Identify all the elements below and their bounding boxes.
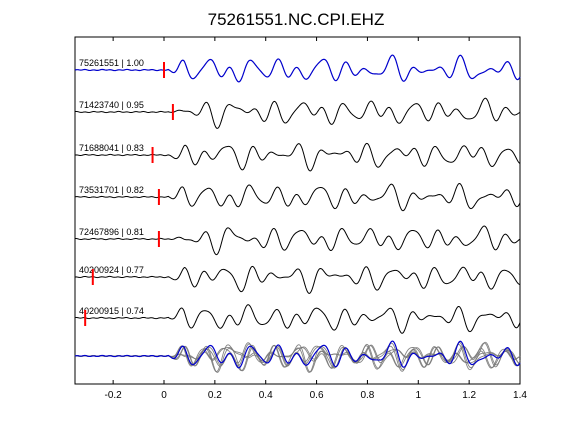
x-tick-label: 0 [161, 390, 167, 401]
x-tick-label: 1.4 [513, 390, 527, 401]
trace-line [74, 304, 521, 334]
trace-line [74, 265, 521, 294]
x-tick-label: 0.4 [259, 390, 273, 401]
trace-label: 75261551 | 1.00 [79, 58, 144, 68]
x-tick-label: 0.6 [310, 390, 324, 401]
trace-label: 71688041 | 0.83 [79, 143, 144, 153]
axes-box [74, 36, 521, 385]
chart-title: 75261551.NC.CPI.EHZ [208, 10, 385, 29]
trace-line [74, 182, 521, 212]
x-tick-label: 1 [416, 390, 422, 401]
overlay-reference-trace [74, 340, 521, 369]
x-tick-label: 0.2 [208, 390, 222, 401]
trace-line [74, 54, 521, 83]
trace-line [74, 142, 521, 172]
x-tick-label: -0.2 [105, 390, 123, 401]
x-tick-label: 0.8 [360, 390, 374, 401]
trace-line [74, 97, 521, 129]
x-tick-label: 1.2 [462, 390, 476, 401]
trace-label: 40200924 | 0.77 [79, 265, 144, 275]
trace-label: 40200915 | 0.74 [79, 306, 144, 316]
plot-area: -0.2 0 0.2 0.4 0.6 0.8 1 1.2 1.4 75261551 | 1.00 7… [74, 36, 527, 401]
trace-line [74, 225, 521, 256]
trace-label: 71423740 | 0.95 [79, 100, 144, 110]
trace-label: 73531701 | 0.82 [79, 185, 144, 195]
trace-label: 72467896 | 0.81 [79, 227, 144, 237]
